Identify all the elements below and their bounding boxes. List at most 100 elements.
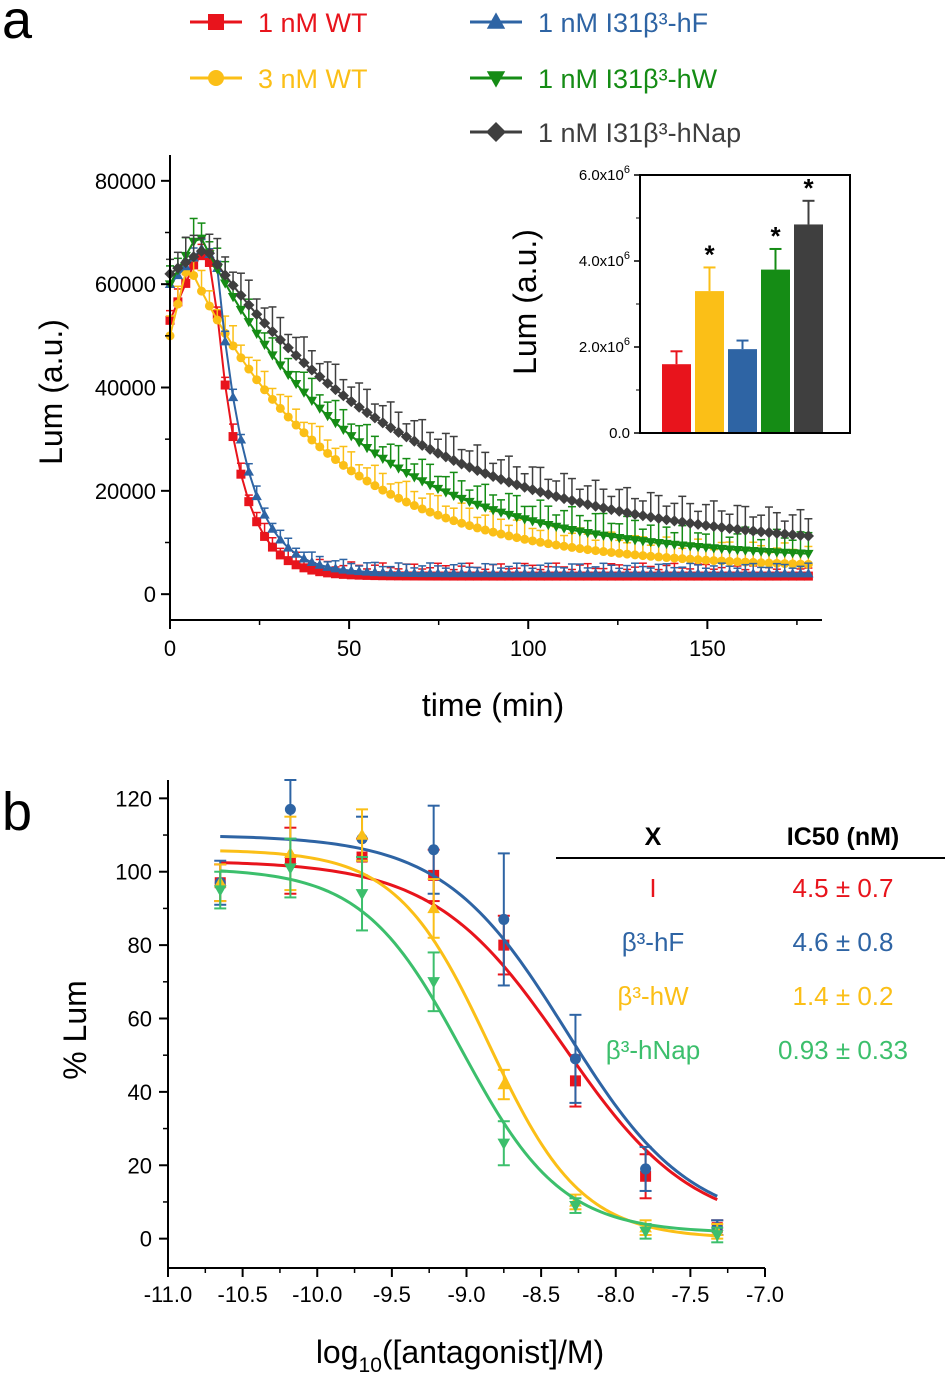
data-point bbox=[520, 534, 530, 544]
data-point bbox=[440, 488, 452, 498]
data-point bbox=[701, 555, 711, 565]
data-point bbox=[448, 491, 459, 501]
data-point bbox=[361, 406, 373, 419]
data-point bbox=[795, 549, 806, 559]
data-point bbox=[606, 532, 617, 543]
data-point bbox=[283, 542, 294, 552]
data-point bbox=[621, 507, 633, 519]
data-point bbox=[748, 568, 759, 578]
data-point bbox=[392, 426, 405, 438]
data-point bbox=[180, 256, 192, 269]
data-point bbox=[322, 377, 334, 389]
data-point bbox=[283, 370, 294, 381]
data-point bbox=[661, 568, 672, 578]
data-point bbox=[756, 558, 766, 568]
data-point bbox=[629, 536, 641, 546]
data-point bbox=[338, 425, 349, 435]
data-point bbox=[353, 438, 365, 448]
plot-a-data bbox=[164, 217, 815, 581]
data-point bbox=[795, 568, 806, 578]
data-point bbox=[740, 568, 751, 578]
data-point bbox=[440, 567, 452, 578]
data-point bbox=[543, 539, 553, 549]
data-point bbox=[598, 547, 608, 557]
data-point bbox=[369, 449, 381, 459]
data-point bbox=[725, 556, 735, 566]
data-point bbox=[640, 1163, 652, 1175]
data-point bbox=[528, 536, 538, 546]
data-point bbox=[684, 568, 696, 578]
data-point bbox=[424, 567, 436, 578]
x-tick-label: -9.0 bbox=[448, 1282, 486, 1307]
data-point bbox=[700, 568, 712, 578]
data-point bbox=[487, 568, 499, 578]
y-tick-label: 120 bbox=[115, 786, 152, 811]
data-point bbox=[511, 513, 522, 523]
data-point bbox=[260, 531, 270, 541]
data-point bbox=[755, 526, 767, 538]
data-point bbox=[251, 308, 263, 320]
data-point bbox=[378, 485, 388, 495]
data-point bbox=[569, 1053, 581, 1065]
legend-entry-1-nm-wt: 1 nM WT bbox=[190, 8, 368, 38]
data-point bbox=[220, 380, 230, 390]
data-point bbox=[668, 515, 681, 527]
data-point bbox=[448, 568, 459, 578]
y-tick-label: 80 bbox=[128, 933, 152, 958]
data-point bbox=[527, 517, 538, 527]
legend-marker-triangle-down bbox=[486, 71, 506, 88]
data-point bbox=[274, 334, 286, 346]
data-point bbox=[614, 568, 625, 578]
data-point bbox=[771, 527, 783, 539]
data-point bbox=[583, 545, 593, 555]
data-point bbox=[219, 279, 231, 289]
data-point bbox=[432, 447, 444, 459]
data-point bbox=[464, 568, 475, 578]
table-row: β³-hW 1.4 ± 0.2 bbox=[617, 981, 893, 1011]
plot-a-axes: 0 50 100 150 0 20000 40000 60000 80000 bbox=[95, 155, 822, 661]
data-point bbox=[457, 518, 467, 528]
data-point bbox=[393, 464, 404, 474]
data-point bbox=[566, 568, 578, 578]
data-point bbox=[243, 318, 254, 328]
table-header-x: X bbox=[645, 823, 662, 851]
table-row: β³-hNap 0.93 ± 0.33 bbox=[606, 1035, 908, 1065]
data-point bbox=[677, 568, 688, 578]
series-line bbox=[169, 247, 809, 575]
data-point bbox=[393, 567, 404, 577]
data-point bbox=[669, 540, 680, 550]
data-point bbox=[330, 563, 341, 573]
data-point bbox=[803, 568, 814, 578]
data-point bbox=[629, 568, 641, 578]
data-point bbox=[558, 524, 570, 534]
data-point bbox=[385, 459, 396, 469]
inset-bar bbox=[794, 224, 823, 433]
data-point bbox=[472, 500, 483, 510]
significance-star: * bbox=[704, 239, 715, 269]
panel-a-letter: a bbox=[2, 0, 33, 50]
inset-y-tick-label: 4.0x106 bbox=[579, 250, 630, 270]
legend-marker-diamond bbox=[486, 122, 506, 142]
data-point bbox=[299, 563, 309, 573]
data-point bbox=[275, 534, 286, 544]
data-point bbox=[748, 557, 758, 567]
data-point bbox=[542, 488, 554, 500]
inset-bar-4: * bbox=[761, 221, 790, 433]
data-point bbox=[639, 1226, 652, 1238]
inset-bar bbox=[728, 349, 757, 433]
data-point bbox=[496, 529, 506, 539]
plot-b-data bbox=[213, 779, 724, 1244]
data-point bbox=[794, 529, 807, 542]
data-point bbox=[173, 299, 183, 309]
data-point bbox=[710, 1230, 724, 1242]
x-tick-label: -9.5 bbox=[373, 1282, 411, 1307]
data-point bbox=[504, 531, 514, 541]
table-cell-x: I bbox=[649, 873, 656, 903]
table-row: I 4.5 ± 0.7 bbox=[649, 873, 893, 903]
data-point bbox=[449, 516, 459, 526]
data-point bbox=[329, 383, 342, 396]
x-tick-label: -11.0 bbox=[144, 1282, 193, 1307]
data-point bbox=[354, 570, 364, 580]
data-point bbox=[676, 516, 688, 528]
